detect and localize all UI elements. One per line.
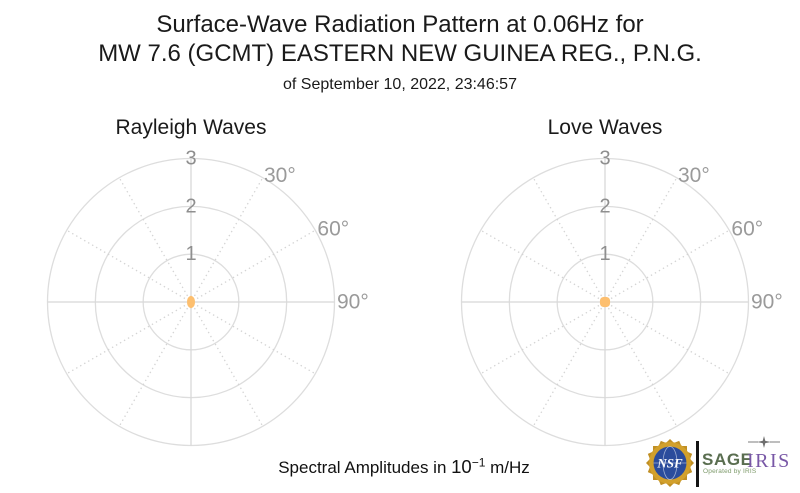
amplitude-units-label: Spectral Amplitudes in 10−1 m/Hz xyxy=(4,456,800,478)
theta-gridline-dotted xyxy=(118,307,189,427)
polar-axes: 1 2 3 30° 60° 90° xyxy=(46,148,369,447)
theta-tick-label: 90° xyxy=(751,291,783,314)
nsf-logo-graphic: NSF xyxy=(646,439,694,487)
brand-divider xyxy=(696,441,699,487)
rayleigh-polar-plot: 1 2 3 30° 60° 90° xyxy=(21,132,369,472)
theta-gridline-dotted xyxy=(532,307,603,427)
theta-tick-label: 60° xyxy=(317,218,349,241)
units-base: 10 xyxy=(451,456,472,477)
iris-sparkle-icon xyxy=(747,435,781,448)
r-tick-label: 2 xyxy=(185,195,196,217)
r-tick-label: 3 xyxy=(185,148,196,170)
theta-tick-label: 30° xyxy=(678,164,710,187)
units-suffix: m/Hz xyxy=(485,458,530,477)
theta-gridline-dotted xyxy=(193,177,264,297)
figure-title-line1: Surface-Wave Radiation Pattern at 0.06Hz… xyxy=(156,11,644,38)
polar-axes: 1 2 3 30° 60° 90° xyxy=(460,148,783,447)
theta-tick-label: 60° xyxy=(731,218,763,241)
theta-tick-label: 30° xyxy=(264,164,296,187)
radiation-pattern-marker xyxy=(599,296,611,308)
r-tick-label: 3 xyxy=(599,148,610,170)
figure-subtitle: of September 10, 2022, 23:46:57 xyxy=(283,76,517,93)
figure-title-line2: MW 7.6 (GCMT) EASTERN NEW GUINEA REG., P… xyxy=(98,40,702,67)
theta-gridline-dotted xyxy=(532,177,603,297)
love-plot-title: Love Waves xyxy=(547,116,663,139)
r-tick-label: 1 xyxy=(599,243,610,265)
r-tick-label: 1 xyxy=(185,243,196,265)
units-prefix: Spectral Amplitudes in xyxy=(278,458,452,477)
rayleigh-plot-title: Rayleigh Waves xyxy=(115,116,267,139)
sage-logo-text: SAGE xyxy=(702,450,753,469)
theta-gridline-dotted xyxy=(480,229,600,300)
theta-gridline-dotted xyxy=(196,304,316,375)
theta-gridline-dotted xyxy=(607,177,678,297)
nsf-logo: NSF xyxy=(645,438,695,488)
theta-gridline-dotted xyxy=(66,229,186,300)
theta-gridline-dotted xyxy=(193,307,264,427)
nsf-logo-text: NSF xyxy=(656,456,683,471)
theta-gridline-dotted xyxy=(480,304,600,375)
radiation-pattern-marker xyxy=(187,295,195,309)
love-polar-plot: 1 2 3 30° 60° 90° xyxy=(435,132,783,472)
theta-gridline-dotted xyxy=(610,304,730,375)
theta-gridline-dotted xyxy=(66,304,186,375)
theta-gridline-dotted xyxy=(196,229,316,300)
units-exponent: −1 xyxy=(471,455,486,470)
iris-logo-text: IRIS xyxy=(747,450,791,472)
theta-tick-label: 90° xyxy=(337,291,369,314)
theta-gridline-dotted xyxy=(118,177,189,297)
theta-gridline-dotted xyxy=(610,229,730,300)
theta-gridline-dotted xyxy=(607,307,678,427)
sage-operated-by-text: Operated by IRIS xyxy=(703,468,757,475)
r-tick-label: 2 xyxy=(599,195,610,217)
